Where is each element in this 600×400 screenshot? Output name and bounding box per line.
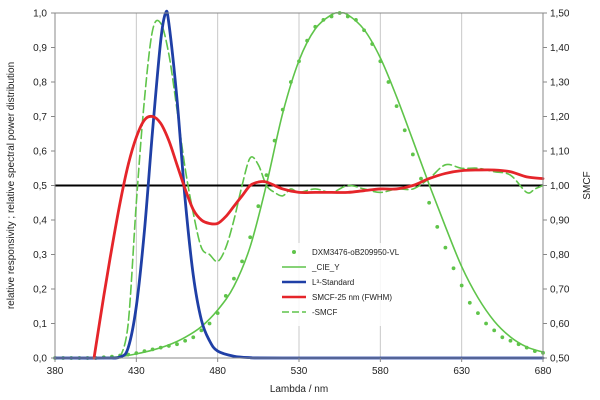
data-point xyxy=(142,349,147,353)
y-tick-label: 1,0 xyxy=(33,9,47,20)
data-point xyxy=(451,266,456,271)
y-tick-label: 0,3 xyxy=(33,250,47,261)
y-tick-label: 0,7 xyxy=(33,112,47,123)
series-smcf-25-nm-fwhm xyxy=(92,114,545,360)
data-point xyxy=(150,347,155,352)
x-axis-title: Lambda / nm xyxy=(270,384,328,395)
legend: DXM3476-oB209950-VL _CIE_Y L³-Standard SMCF… xyxy=(276,243,426,326)
data-point xyxy=(134,351,139,356)
data-point xyxy=(248,235,253,240)
series-l-standard xyxy=(53,9,545,360)
y2-tick-label: 0,70 xyxy=(550,285,570,296)
data-point xyxy=(508,338,513,343)
legend-swatch-dxm3476-ob209950-vl xyxy=(292,250,296,254)
y2-tick-label: 1,10 xyxy=(550,147,570,158)
x-tick-label: 530 xyxy=(291,366,308,377)
y-tick-label: 0,1 xyxy=(33,319,47,330)
legend-label: L³-Standard xyxy=(312,278,354,287)
data-point xyxy=(492,328,497,333)
y2-tick-label: 1,30 xyxy=(550,78,570,89)
x-tick-label: 430 xyxy=(128,366,145,377)
data-point xyxy=(484,321,488,326)
y2-tick-label: 0,90 xyxy=(550,216,570,227)
y-tick-label: 0,9 xyxy=(33,43,47,54)
x-tick-label: 580 xyxy=(372,366,389,377)
data-point xyxy=(500,335,505,340)
data-point xyxy=(191,335,196,340)
data-point xyxy=(166,344,171,348)
legend-label: DXM3476-oB209950-VL xyxy=(312,248,400,257)
y-tick-label: 0,5 xyxy=(33,181,47,192)
data-point xyxy=(394,104,399,109)
series-cie-y xyxy=(54,12,544,359)
data-point xyxy=(459,283,464,288)
data-point xyxy=(410,152,415,157)
y-tick-label: 0,8 xyxy=(33,78,47,89)
y2-tick-label: 1,40 xyxy=(550,43,570,54)
x-tick-label: 380 xyxy=(47,366,64,377)
data-point xyxy=(378,59,383,64)
y2-tick-label: 1,00 xyxy=(550,181,570,192)
data-point xyxy=(370,42,375,46)
data-point xyxy=(280,107,285,112)
legend-label: SMCF-25 nm (FWHM) xyxy=(312,293,392,302)
y-tick-label: 0,4 xyxy=(33,216,47,227)
data-point xyxy=(223,294,228,298)
x-tick-label: 480 xyxy=(209,366,226,377)
data-point xyxy=(232,276,236,281)
data-point xyxy=(264,173,269,178)
data-point xyxy=(386,80,391,84)
series-smcf xyxy=(119,19,544,359)
y-tick-label: 0,2 xyxy=(33,285,47,296)
data-point xyxy=(158,345,163,350)
legend-label: _CIE_Y xyxy=(311,263,340,272)
y-tick-label: 0,0 xyxy=(33,354,47,365)
data-point xyxy=(443,245,448,250)
data-point xyxy=(354,18,358,22)
legend-label: -SMCF xyxy=(312,308,337,317)
x-tick-label: 680 xyxy=(535,366,552,377)
data-point xyxy=(256,204,261,209)
data-point xyxy=(362,28,366,33)
data-point xyxy=(435,225,440,229)
data-point xyxy=(305,38,310,43)
data-point xyxy=(215,311,220,316)
y2-tick-label: 0,60 xyxy=(550,319,570,330)
ticks-layer: 380 430 480 530 580 630 6800,00,10,20,30,40,50… xyxy=(33,9,570,378)
y2-tick-label: 0,50 xyxy=(550,354,570,365)
data-point xyxy=(427,200,432,205)
data-point xyxy=(329,14,334,19)
y2-tick-label: 1,50 xyxy=(550,9,570,20)
data-point xyxy=(272,138,277,143)
y2-axis-title: SMCF xyxy=(582,171,593,199)
data-point xyxy=(313,24,318,29)
data-point xyxy=(419,176,423,181)
legend-background xyxy=(276,243,426,326)
data-point xyxy=(321,18,326,22)
data-point xyxy=(183,338,188,343)
data-point xyxy=(345,14,350,19)
y2-tick-label: 0,80 xyxy=(550,250,570,261)
data-point xyxy=(476,311,480,316)
y-axis-title: relative responsivity ; relative spectra… xyxy=(6,62,17,309)
data-point xyxy=(524,345,529,350)
data-point xyxy=(240,259,244,264)
data-point xyxy=(288,80,293,84)
y2-tick-label: 1,20 xyxy=(550,112,570,123)
x-tick-label: 630 xyxy=(453,366,470,377)
data-point xyxy=(297,59,301,64)
data-point xyxy=(402,128,407,133)
data-point xyxy=(516,342,521,347)
data-point xyxy=(175,342,179,347)
series-layer xyxy=(53,9,545,360)
data-point xyxy=(207,321,212,326)
y-tick-label: 0,6 xyxy=(33,147,47,158)
data-point xyxy=(467,300,472,305)
data-point xyxy=(532,349,537,353)
data-point xyxy=(199,328,204,333)
